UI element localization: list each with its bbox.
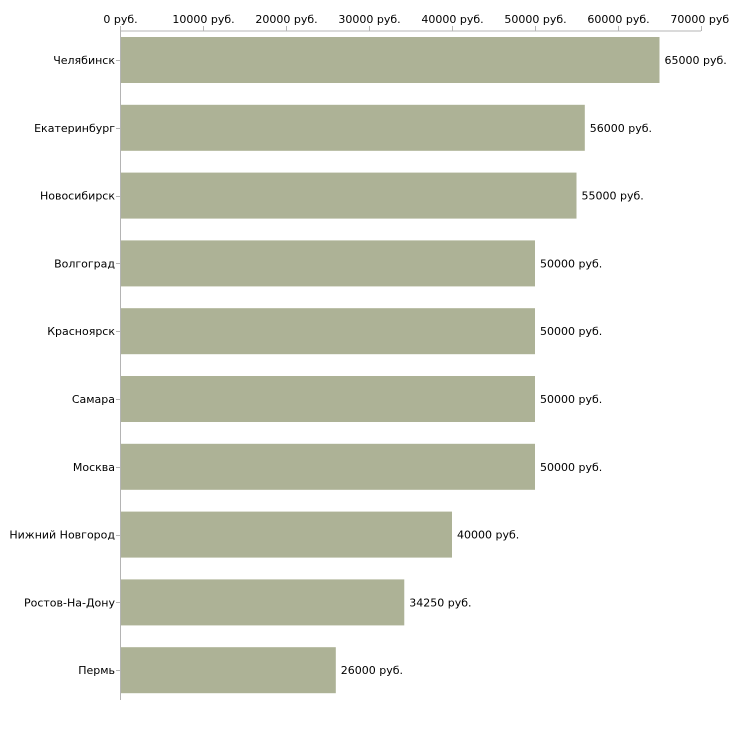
- category-label: Новосибирск: [40, 190, 115, 203]
- bar: [121, 104, 585, 151]
- bar: [121, 308, 535, 355]
- data-label: 65000 руб.: [665, 54, 727, 67]
- data-label: 34250 руб.: [409, 596, 471, 609]
- bar: [121, 376, 535, 422]
- category-label: Нижний Новгород: [9, 529, 115, 542]
- bar: [121, 511, 452, 558]
- category-label: Волгоград: [54, 257, 115, 270]
- x-tick-label: 30000 руб.: [338, 13, 400, 26]
- category-label: Москва: [73, 461, 115, 474]
- category-label: Челябинск: [53, 54, 115, 67]
- data-label: 50000 руб.: [540, 325, 602, 338]
- data-label: 50000 руб.: [540, 461, 602, 474]
- bar: [121, 647, 336, 694]
- data-label: 56000 руб.: [590, 122, 652, 135]
- bar: [121, 37, 660, 83]
- category-label: Ростов-На-Дону: [24, 596, 115, 609]
- x-tick-label: 20000 руб.: [255, 13, 317, 26]
- category-label: Красноярск: [47, 325, 115, 338]
- bar: [121, 240, 535, 287]
- x-tick-label: 50000 руб.: [504, 13, 566, 26]
- category-label: Екатеринбург: [34, 122, 115, 135]
- x-tick-label: 40000 руб.: [421, 13, 483, 26]
- bar: [121, 172, 577, 219]
- x-tick-label: 10000 руб.: [172, 13, 234, 26]
- x-tick-label: 70000 руб.: [670, 13, 730, 26]
- category-label: Пермь: [78, 664, 115, 677]
- data-label: 50000 руб.: [540, 257, 602, 270]
- data-label: 40000 руб.: [457, 529, 519, 542]
- x-tick-label: 60000 руб.: [587, 13, 649, 26]
- data-label: 26000 руб.: [341, 664, 403, 677]
- data-label: 55000 руб.: [582, 190, 644, 203]
- bar: [121, 579, 405, 626]
- x-tick-label: 0 руб.: [103, 13, 137, 26]
- data-label: 50000 руб.: [540, 393, 602, 406]
- category-label: Самара: [72, 393, 115, 406]
- bar: [121, 443, 535, 490]
